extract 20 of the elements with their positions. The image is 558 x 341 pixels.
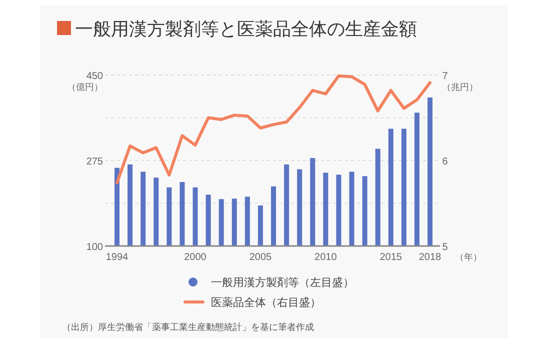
y-axis-title: （億円） <box>67 82 103 92</box>
legend-label: 医薬品全体（右目盛） <box>211 296 321 309</box>
x-tick-label: 1994 <box>106 252 129 263</box>
x-tick-label: 2015 <box>380 252 402 263</box>
x-tick-label: 2010 <box>314 252 338 263</box>
y-tick-label: 275 <box>86 156 104 168</box>
y-tick-label: 100 <box>86 242 104 253</box>
x-axis-title: （年） <box>455 252 482 262</box>
y2-tick-label: 7 <box>442 71 448 82</box>
y2-tick-label: 5 <box>442 242 448 253</box>
y2-tick-label: 6 <box>442 156 448 168</box>
line-series <box>116 74 432 184</box>
text: （出所）厚生労働省「薬事工業生産動態統計」を基に筆者作成 <box>62 322 314 332</box>
y-tick-label: 450 <box>86 71 104 82</box>
chart-title: 一般用漢方製剤等と医薬品全体の生産金額 <box>75 19 417 39</box>
x-tick-label: 2000 <box>184 252 207 263</box>
x-tick-label: 2018 <box>418 252 442 263</box>
x-tick-label: 2005 <box>249 252 272 263</box>
legend-label: 一般用漢方製剤等（左目盛） <box>211 276 354 289</box>
y2-axis-title: （兆円） <box>442 82 478 92</box>
